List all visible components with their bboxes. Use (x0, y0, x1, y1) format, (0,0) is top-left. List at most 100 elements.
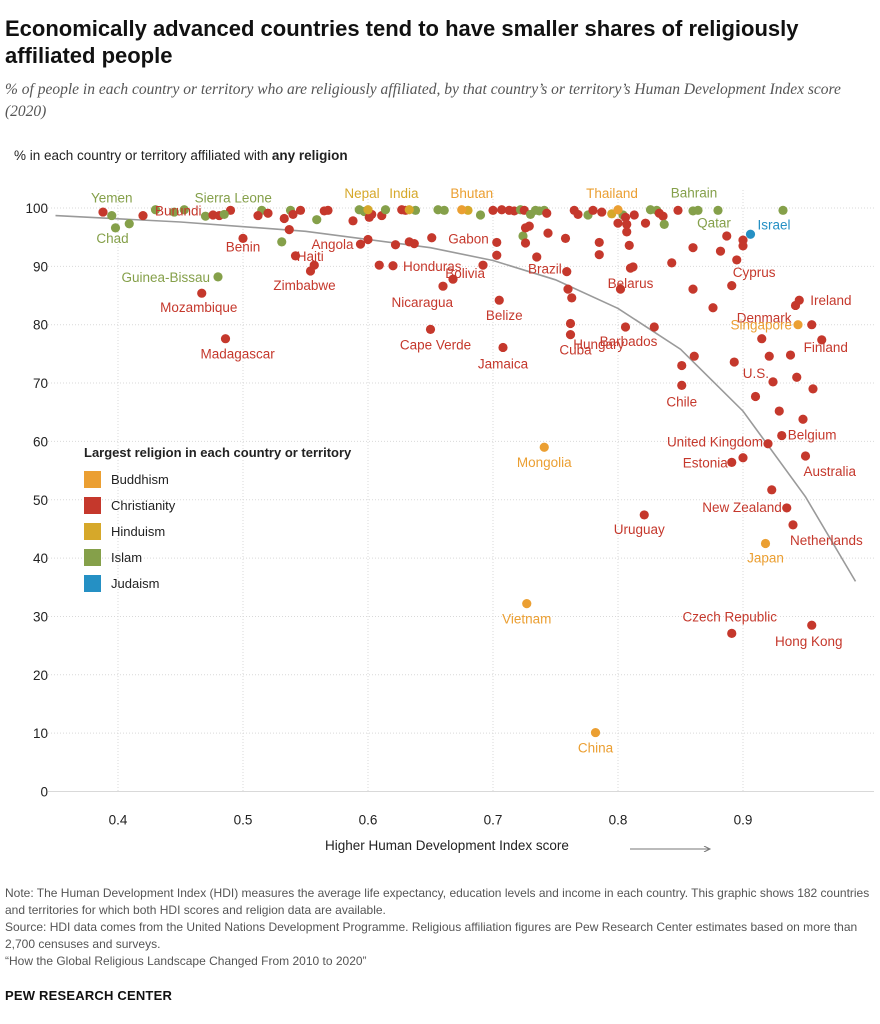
legend-item-hinduism: Hinduism (84, 518, 351, 544)
data-point-bolivia (478, 260, 488, 270)
point-label-haiti: Haiti (297, 249, 324, 264)
y-axis-label: % in each country or territory affiliate… (14, 148, 348, 163)
data-point-chile (677, 380, 687, 390)
point-label-new-zealand: New Zealand (702, 500, 782, 515)
data-point (708, 303, 718, 313)
data-point-belgium (777, 430, 787, 441)
data-point (488, 205, 498, 215)
data-point-czech-republic (727, 628, 737, 638)
point-label-czech-republic: Czech Republic (682, 609, 777, 624)
point-label-belarus: Belarus (608, 276, 654, 291)
data-point (288, 209, 298, 220)
data-point (323, 205, 333, 215)
data-point (98, 207, 108, 217)
legend-swatch (84, 470, 101, 488)
point-label-bahrain: Bahrain (671, 185, 718, 200)
y-tick-label: 20 (33, 668, 48, 683)
data-point (448, 274, 458, 284)
point-label-cyprus: Cyprus (733, 265, 776, 280)
data-point (622, 219, 632, 229)
y-tick-label: 100 (25, 201, 48, 216)
y-axis-label-prefix: % in each country or territory affiliate… (14, 148, 272, 163)
y-tick-label: 10 (33, 726, 48, 741)
data-point (150, 205, 161, 215)
point-label-singapore: Singapore (730, 318, 792, 333)
legend-item-buddhism: Buddhism (84, 466, 351, 492)
legend-items: Buddhism Christianity Hinduism Islam Judaism (84, 466, 351, 596)
legend-item-judaism: Judaism (84, 570, 351, 596)
data-point (785, 350, 796, 360)
data-point (588, 205, 598, 215)
data-point (439, 205, 449, 215)
point-label-china: China (578, 741, 614, 756)
point-label-vietnam: Vietnam (502, 612, 551, 627)
data-point (667, 258, 677, 268)
data-point (798, 414, 808, 424)
data-point-mongolia (539, 442, 549, 452)
data-point (497, 205, 507, 215)
data-point-ireland (794, 295, 804, 305)
data-points (98, 205, 827, 738)
data-point (565, 318, 576, 329)
point-label-finland: Finland (804, 340, 848, 355)
data-point (727, 281, 737, 291)
point-label-thailand: Thailand (586, 186, 638, 201)
point-label-hungary: Hungary (573, 337, 624, 352)
data-point-honduras (388, 261, 398, 271)
data-point (169, 207, 179, 217)
point-label-guinea-bissau: Guinea-Bissau (121, 270, 210, 285)
point-label-bolivia: Bolivia (445, 266, 485, 281)
point-label-cape-verde: Cape Verde (400, 337, 471, 352)
data-point-cuba (565, 330, 576, 340)
data-point-uruguay (639, 510, 649, 520)
legend-label: Judaism (111, 575, 160, 591)
data-point-yemen (107, 210, 117, 221)
point-label-angola: Angola (311, 237, 354, 252)
data-point-cyprus (732, 255, 742, 265)
legend-label: Hinduism (111, 523, 166, 539)
x-tick-label: 0.8 (609, 813, 628, 828)
data-point-united-kingdom (763, 439, 773, 449)
data-point (757, 334, 767, 344)
point-label-sierra-leone: Sierra Leone (195, 190, 272, 205)
data-point-madagascar (220, 334, 231, 344)
data-point-brazil (562, 267, 572, 277)
point-label-honduras: Honduras (403, 259, 462, 274)
legend-swatch (84, 548, 101, 566)
data-point (729, 357, 739, 367)
data-point-vietnam (522, 599, 532, 609)
data-point-qatar (713, 205, 723, 215)
data-point-chad (110, 223, 121, 233)
data-point (594, 250, 604, 260)
data-point-sierra-leone (219, 209, 229, 220)
data-point (677, 360, 687, 371)
data-point (200, 211, 211, 221)
x-tick-label: 0.5 (234, 813, 253, 828)
x-tick-label: 0.7 (484, 813, 503, 828)
point-label-belgium: Belgium (788, 428, 837, 443)
data-point (738, 235, 748, 245)
data-point-angola (355, 239, 366, 249)
grid-lines (48, 190, 874, 792)
legend-label: Islam (111, 549, 143, 565)
data-point (808, 384, 818, 394)
data-point (348, 216, 358, 226)
data-point (622, 227, 632, 237)
x-tick-label: 0.9 (734, 813, 753, 828)
point-label-bhutan: Bhutan (450, 186, 493, 201)
point-label-nicaragua: Nicaragua (391, 295, 453, 310)
data-point-netherlands (788, 520, 798, 530)
data-point (560, 233, 571, 243)
data-point-australia (800, 451, 811, 461)
point-label-qatar: Qatar (697, 215, 731, 230)
data-point (615, 284, 626, 294)
point-label-australia: Australia (804, 464, 857, 479)
y-tick-label: 60 (33, 434, 48, 449)
data-point (524, 221, 534, 231)
data-point-barbados (620, 322, 631, 332)
data-point (374, 260, 384, 270)
data-point (520, 238, 531, 248)
point-label-jamaica: Jamaica (478, 356, 529, 371)
legend-swatch (84, 522, 101, 540)
